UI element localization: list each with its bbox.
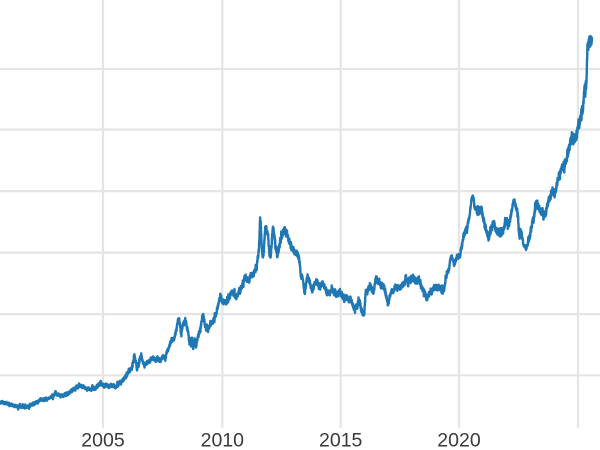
svg-text:2005: 2005	[81, 430, 125, 450]
svg-text:2020: 2020	[437, 430, 481, 450]
svg-text:2015: 2015	[319, 430, 363, 450]
svg-text:2010: 2010	[201, 430, 245, 450]
